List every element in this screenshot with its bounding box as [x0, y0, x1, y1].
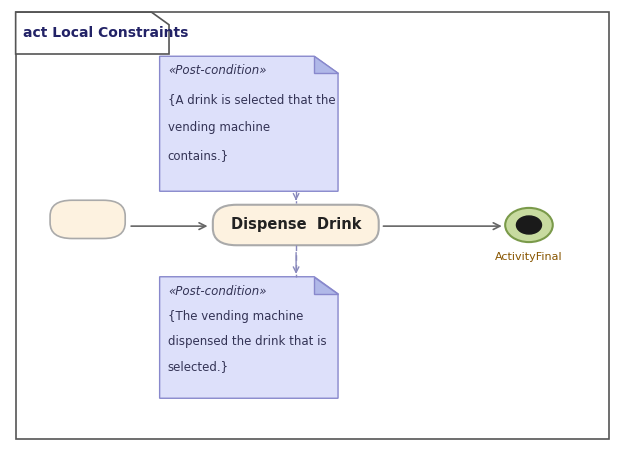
Text: {The vending machine: {The vending machine [168, 310, 303, 323]
Polygon shape [160, 56, 338, 191]
FancyBboxPatch shape [50, 200, 125, 238]
Text: «Post-condition»: «Post-condition» [168, 64, 266, 77]
Text: Dispense  Drink: Dispense Drink [230, 217, 361, 233]
Text: contains.}: contains.} [168, 149, 229, 162]
Text: «Post-condition»: «Post-condition» [168, 285, 266, 298]
FancyBboxPatch shape [16, 12, 609, 439]
Text: act Local Constraints: act Local Constraints [23, 26, 188, 40]
Text: selected.}: selected.} [168, 360, 229, 374]
Text: dispensed the drink that is: dispensed the drink that is [168, 335, 326, 348]
Polygon shape [16, 12, 169, 54]
Circle shape [505, 208, 553, 242]
Text: vending machine: vending machine [168, 121, 270, 134]
FancyBboxPatch shape [213, 205, 379, 245]
Polygon shape [314, 277, 338, 294]
Text: ActivityFinal: ActivityFinal [495, 252, 563, 262]
Text: {A drink is selected that the: {A drink is selected that the [168, 93, 336, 106]
Polygon shape [160, 277, 338, 398]
Polygon shape [314, 56, 338, 73]
Circle shape [516, 216, 541, 234]
